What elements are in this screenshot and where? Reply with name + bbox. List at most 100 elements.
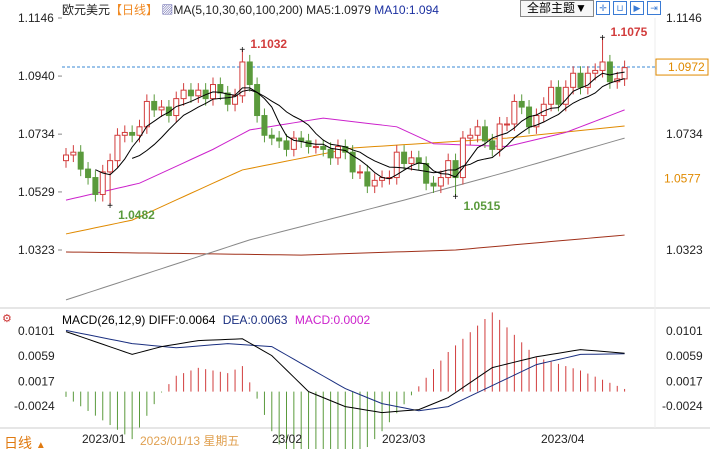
y-tick-label-left: 1.0940 xyxy=(18,69,55,83)
extreme-marker: + xyxy=(239,45,245,56)
candle-body xyxy=(511,100,518,125)
extreme-marker: + xyxy=(453,192,459,203)
crosshair-icon[interactable]: ✛ xyxy=(596,1,610,15)
macd-value: MACD:0.0002 xyxy=(294,313,371,327)
candle-body xyxy=(592,69,599,74)
ma60-price-label: 1.0577 xyxy=(664,171,701,185)
current-price-label: 1.0972 xyxy=(668,60,705,74)
candle-body xyxy=(99,171,106,195)
y-tick-label-right: 1.0734 xyxy=(666,127,703,141)
macd-y-tick-right: 0.0059 xyxy=(666,349,703,363)
zoom-range-icon[interactable]: ⊔ xyxy=(613,1,627,15)
x-tick: 23/02 xyxy=(272,432,303,446)
y-tick-label-left: 1.0529 xyxy=(18,185,55,199)
macd-y-tick-right: 0.0017 xyxy=(666,374,703,388)
candle-body xyxy=(239,61,246,97)
candle-body xyxy=(151,100,158,111)
chart-header: 欧元美元【日线】 ▨MA(5,10,30,60,100,200) MA5:1.0… xyxy=(62,1,439,18)
candle-body xyxy=(606,61,613,83)
extreme-marker: + xyxy=(600,33,606,44)
settings-icon[interactable]: ⚙ xyxy=(2,313,12,325)
candle-body xyxy=(165,106,172,117)
candle-body xyxy=(489,140,496,150)
candle-body xyxy=(423,162,430,184)
candle-body xyxy=(114,134,121,162)
candle-body xyxy=(467,134,474,139)
diff-line xyxy=(65,331,625,414)
candle-body xyxy=(570,72,577,88)
candle-body xyxy=(393,151,400,179)
diff-value: DIFF:0.0064 xyxy=(148,313,216,327)
y-tick-label-left: 1.0734 xyxy=(18,127,55,141)
candle-body xyxy=(599,61,606,71)
macd-y-tick-right: 0.0101 xyxy=(666,324,703,338)
candle-body xyxy=(77,151,84,170)
candle-body xyxy=(290,137,297,150)
candle-body xyxy=(518,100,525,108)
extreme-marker: + xyxy=(107,201,113,212)
period-label[interactable]: 【日线】 xyxy=(110,3,159,17)
macd-params: MACD(26,12,9) xyxy=(62,313,146,327)
candle-body xyxy=(474,126,481,136)
symbol-label: 欧元美元 xyxy=(62,3,111,17)
ma5-line xyxy=(95,71,625,180)
ma100-line xyxy=(65,137,625,301)
candle-body xyxy=(158,106,165,111)
macd-y-tick-left: 0.0017 xyxy=(18,374,55,388)
y-tick-label-right: 1.1146 xyxy=(666,11,702,25)
candle-body xyxy=(195,89,202,97)
x-tick: 2023/01 xyxy=(82,432,126,446)
play-icon[interactable]: ▶ xyxy=(630,1,644,15)
macd-y-tick-left: 0.0059 xyxy=(18,349,55,363)
macd-y-tick-left: -0.0024 xyxy=(14,399,55,413)
jump-end-icon[interactable]: ⇥ xyxy=(647,1,661,15)
candle-body xyxy=(136,126,143,136)
candle-body xyxy=(445,160,452,179)
candle-body xyxy=(371,179,378,187)
dea-line xyxy=(65,329,625,412)
candle-body xyxy=(415,157,422,164)
candle-body xyxy=(357,171,363,174)
x-tick: 2023/03 xyxy=(382,432,426,446)
candle-body xyxy=(430,182,437,187)
x-tick: 2023/04 xyxy=(541,432,585,446)
cursor-date: 2023/01/13 星期五 xyxy=(140,434,240,448)
current-price-box xyxy=(655,58,709,76)
candle-body xyxy=(327,148,334,159)
candle-body xyxy=(555,86,562,105)
period-selector[interactable]: 日线 ▲ xyxy=(4,433,46,453)
candle-body xyxy=(621,67,628,80)
candle-body xyxy=(232,95,239,105)
extreme-label: 1.1032 xyxy=(250,37,287,51)
candle-body xyxy=(437,177,444,187)
ma200-line xyxy=(65,234,625,256)
ma10-value: MA10:1.094 xyxy=(374,3,439,17)
ma5-value: MA5:1.0979 xyxy=(306,3,371,17)
period-arrow-icon[interactable]: ▲ xyxy=(35,440,46,451)
extreme-label: 1.0482 xyxy=(118,208,155,222)
ma30-line xyxy=(65,109,625,201)
candle-body xyxy=(276,137,283,142)
candle-body xyxy=(320,146,327,150)
ma10-line xyxy=(131,78,625,174)
candle-body xyxy=(180,89,187,100)
candle-body xyxy=(401,151,408,164)
y-tick-label-left: 1.0323 xyxy=(18,243,55,257)
period-selector-label[interactable]: 日线 xyxy=(4,435,32,451)
candle-body xyxy=(298,137,305,142)
ma-icon: ▨ xyxy=(161,3,174,17)
theme-dropdown[interactable]: 全部主题▼ xyxy=(520,0,594,17)
extreme-label: 1.0515 xyxy=(464,199,501,213)
candle-body xyxy=(254,84,261,117)
candle-body xyxy=(268,134,275,139)
candle-body xyxy=(577,72,584,88)
candle-body xyxy=(121,131,128,136)
candle-body xyxy=(562,86,569,105)
y-tick-label-right: 1.0323 xyxy=(666,243,703,257)
macd-y-tick-right: -0.0024 xyxy=(662,399,703,413)
y-tick-label-left: 1.1146 xyxy=(18,11,54,25)
candle-body xyxy=(312,146,319,149)
candle-body xyxy=(584,72,591,88)
macd-y-tick-left: 0.0101 xyxy=(18,324,55,338)
